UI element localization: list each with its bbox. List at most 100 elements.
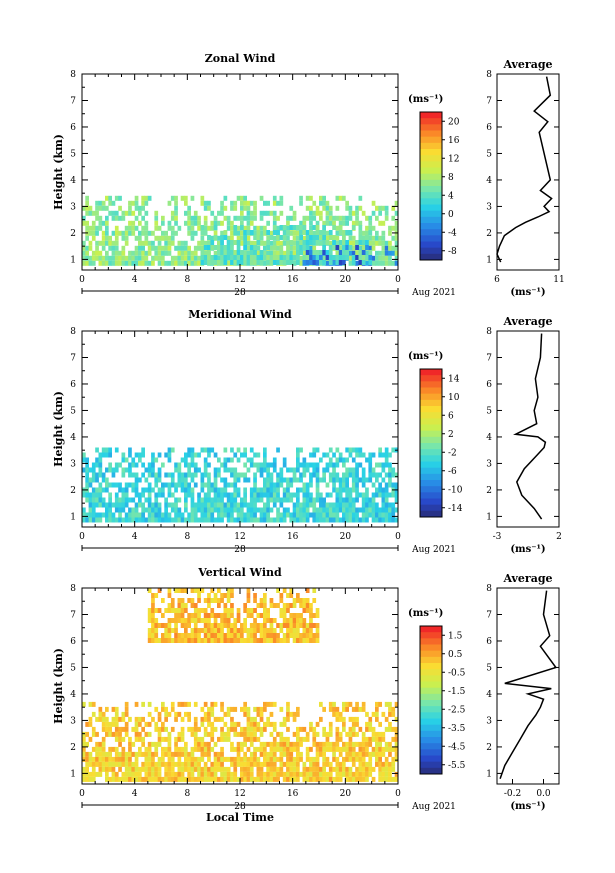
heatmap-cell [167, 502, 172, 508]
colorbar-segment [420, 443, 442, 450]
heatmap-cell [105, 721, 109, 727]
heatmap-cell [105, 235, 109, 241]
heatmap-cell [338, 751, 343, 757]
heatmap-cell [141, 447, 145, 453]
heatmap-cell [134, 736, 139, 742]
heatmap-cell [233, 776, 238, 782]
heatmap-cell [296, 751, 300, 757]
heatmap-cell [358, 706, 363, 712]
heatmap-cell [375, 205, 379, 211]
x-tick-label: 8 [184, 532, 190, 542]
heatmap-cell [328, 260, 333, 265]
heatmap-cell [98, 467, 103, 473]
heatmap-cell [269, 771, 274, 777]
heatmap-cell [368, 457, 373, 463]
heatmap-cell [289, 482, 294, 488]
heatmap-cell [180, 761, 185, 767]
heatmap-cell [358, 195, 363, 201]
heatmap-cell [299, 633, 303, 638]
heatmap-cell [342, 502, 346, 508]
heatmap-cell [263, 608, 267, 613]
heatmap-cell [151, 517, 155, 523]
heatmap-cell [151, 507, 155, 513]
heatmap-cell [391, 517, 396, 523]
heatmap-cell [351, 487, 356, 493]
heatmap-cell [355, 220, 359, 226]
heatmap-cell [184, 245, 188, 251]
heatmap-cell [286, 711, 290, 717]
heatmap-cell [276, 235, 280, 240]
heatmap-cell [220, 502, 224, 508]
heatmap-cell [161, 487, 165, 493]
heatmap-cell [161, 517, 165, 523]
heatmap-cell [105, 731, 109, 737]
heatmap-cell [282, 741, 287, 747]
heatmap-cell [82, 255, 86, 261]
heatmap-cell [243, 205, 247, 211]
heatmap-cell [197, 225, 201, 231]
heatmap-cell [193, 761, 198, 767]
heatmap-cell [279, 608, 284, 613]
heatmap-cell [348, 512, 353, 518]
heatmap-cell [325, 761, 330, 767]
heatmap-cell [289, 225, 294, 230]
heatmap-cell [95, 225, 99, 231]
y-tick-label: 7 [70, 610, 76, 620]
heatmap-cell [312, 741, 317, 747]
heatmap-cell [197, 497, 201, 503]
heatmap-cell [184, 588, 188, 593]
heatmap-cell [388, 766, 392, 772]
heatmap-cell [332, 756, 336, 762]
heatmap-cell [243, 230, 247, 235]
heatmap-cell [236, 477, 241, 483]
heatmap-cell [124, 766, 129, 772]
heatmap-cell [111, 240, 116, 246]
heatmap-cell [105, 452, 109, 458]
heatmap-cell [381, 736, 386, 742]
heatmap-cell [269, 756, 274, 762]
heatmap-cell [157, 452, 162, 458]
heatmap-cell [243, 250, 247, 256]
heatmap-cell [315, 766, 320, 772]
heatmap-cell [210, 638, 215, 643]
heatmap-cell [282, 736, 287, 742]
heatmap-cell [289, 746, 294, 752]
heatmap-cell [276, 603, 280, 608]
heatmap-cell [348, 766, 353, 772]
heatmap-cell [226, 235, 231, 241]
heatmap-cell [124, 517, 129, 523]
heatmap-cell [365, 726, 369, 732]
heatmap-cell [161, 721, 165, 727]
heatmap-cell [203, 623, 208, 628]
heatmap-cell [167, 603, 172, 608]
colorbar-segment [420, 656, 442, 664]
heatmap-cell [151, 472, 155, 478]
heatmap-cell [105, 205, 109, 211]
heatmap-cell [213, 502, 218, 508]
heatmap-cell [272, 245, 277, 250]
heatmap-cell [184, 603, 188, 608]
heatmap-cell [365, 487, 369, 493]
heatmap-cell [177, 477, 182, 483]
heatmap-cell [203, 512, 208, 518]
profile-y-tick-label: 6 [486, 637, 492, 647]
profile-y-tick-label: 5 [486, 663, 492, 673]
heatmap-cell [388, 225, 392, 231]
heatmap-cell [345, 255, 349, 260]
heatmap-cell [101, 220, 106, 226]
heatmap-cell [263, 761, 267, 767]
heatmap-cell [391, 711, 396, 717]
heatmap-cell [203, 638, 208, 643]
heatmap-cell [315, 613, 320, 618]
heatmap-cell [388, 507, 392, 513]
heatmap-cell [272, 467, 277, 473]
heatmap-cell [134, 482, 139, 488]
heatmap-cell [358, 235, 363, 240]
heatmap-cell [276, 240, 280, 246]
heatmap-cell [286, 240, 290, 246]
heatmap-cell [197, 593, 201, 598]
heatmap-cell [233, 497, 238, 503]
heatmap-cell [263, 746, 267, 752]
heatmap-cell [85, 225, 89, 231]
heatmap-cell [348, 771, 353, 777]
